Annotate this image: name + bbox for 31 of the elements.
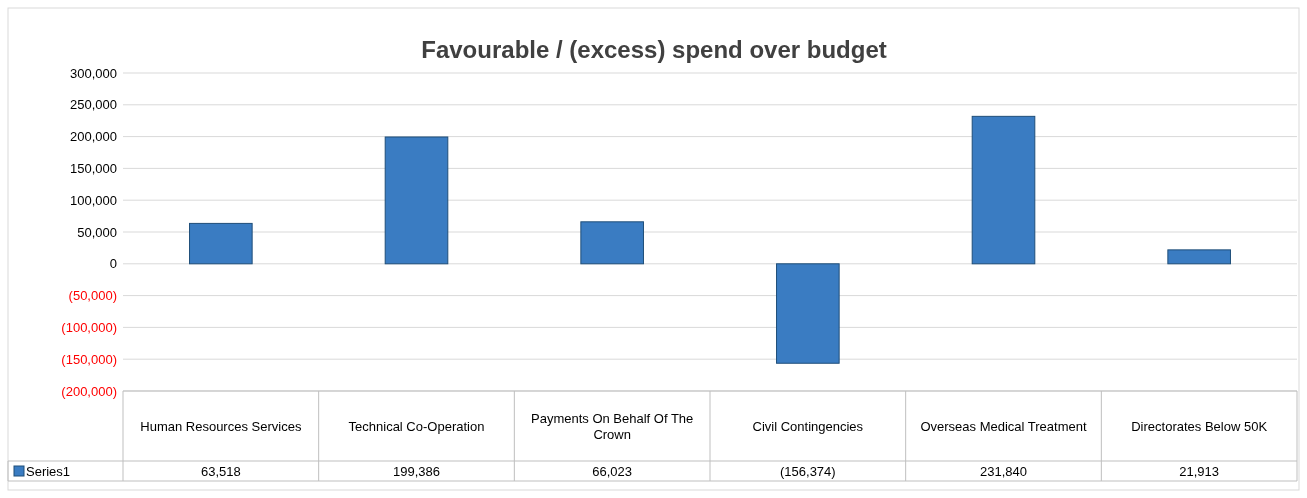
bar — [971, 115, 1036, 265]
chart-title: Favourable / (excess) spend over budget — [421, 36, 887, 63]
data-label: 21,913 — [1179, 464, 1220, 479]
y-tick-label: 150,000 — [70, 161, 117, 177]
data-label: 199,386 — [393, 464, 440, 479]
y-tick-label: 50,000 — [77, 224, 117, 240]
bar — [1167, 249, 1231, 265]
bar — [580, 221, 644, 265]
x-tick-label: Directorates Below 50K — [1131, 419, 1268, 434]
legend-label: Series1 — [26, 464, 71, 479]
data-label: 63,518 — [200, 464, 241, 479]
x-tick-label: Civil Contingencies — [752, 419, 864, 434]
bar — [189, 222, 253, 265]
y-tick-label: 300,000 — [70, 65, 117, 81]
data-label: (156,374) — [780, 464, 836, 479]
y-tick-label: (150,000) — [61, 351, 117, 367]
bar — [776, 263, 840, 364]
x-tick-label: Overseas Medical Treatment — [920, 419, 1087, 434]
data-label: 66,023 — [592, 464, 633, 479]
y-tick-label: (100,000) — [61, 320, 117, 336]
y-tick-label: 200,000 — [70, 129, 117, 145]
y-tick-label: 0 — [109, 256, 117, 272]
y-tick-label: 100,000 — [70, 192, 117, 208]
y-tick-label: 250,000 — [70, 97, 117, 113]
data-label: 231,840 — [980, 464, 1027, 479]
x-tick-label: Payments On Behalf Of The Crown — [530, 411, 694, 442]
bar — [384, 136, 449, 265]
y-tick-label: (200,000) — [61, 383, 117, 399]
x-tick-label: Technical Co-Operation — [348, 419, 485, 434]
x-tick-label: Human Resources Services — [140, 419, 302, 434]
y-tick-label: (50,000) — [68, 288, 117, 304]
